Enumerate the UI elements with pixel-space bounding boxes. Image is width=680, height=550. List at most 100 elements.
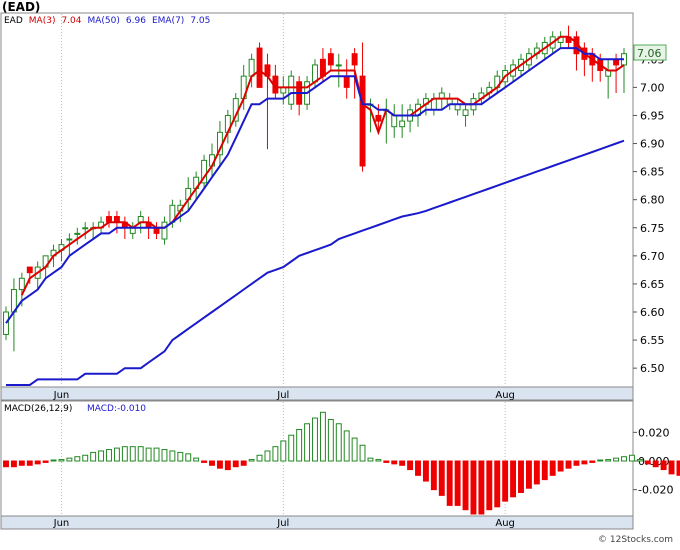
chart-legend: EAD MA(3) 7.04 MA(50) 6.96 EMA(7) 7.05 bbox=[4, 16, 210, 26]
macd-bar bbox=[137, 446, 144, 462]
y-tick-label: 6.60 bbox=[640, 306, 665, 319]
macd-bar bbox=[605, 459, 612, 462]
macd-bar bbox=[288, 434, 295, 462]
y-tick-label: 6.65 bbox=[640, 278, 665, 291]
macd-y-tick-label: -0.020 bbox=[638, 484, 673, 497]
macd-y-tick-label: 0.020 bbox=[638, 426, 670, 439]
series-line bbox=[20, 35, 625, 296]
y-tick-label: 6.75 bbox=[640, 222, 665, 235]
candle-body bbox=[82, 227, 89, 230]
macd-bar bbox=[98, 450, 105, 462]
candle-body bbox=[161, 221, 168, 240]
macd-bar bbox=[399, 460, 406, 466]
macd-bar bbox=[216, 460, 223, 469]
y-tick-label: 6.70 bbox=[640, 250, 665, 263]
macd-bar bbox=[145, 447, 152, 462]
macd-bar bbox=[232, 460, 239, 468]
macd-bar bbox=[18, 460, 25, 466]
x-tick-label: Aug bbox=[495, 390, 515, 401]
macd-bar bbox=[34, 460, 41, 465]
candle-body bbox=[256, 47, 263, 88]
candle-body bbox=[74, 232, 81, 235]
macd-bar bbox=[525, 460, 532, 489]
candle-body bbox=[391, 114, 398, 128]
candle-body bbox=[18, 277, 25, 291]
macd-bar bbox=[557, 460, 564, 472]
macd-bar bbox=[668, 460, 675, 475]
series-line bbox=[6, 139, 625, 386]
macd-bar bbox=[478, 460, 485, 515]
macd-bar bbox=[494, 460, 501, 508]
macd-bar bbox=[454, 460, 461, 506]
macd-bar bbox=[621, 456, 627, 462]
y-tick-label: 6.90 bbox=[640, 138, 665, 151]
macd-bar bbox=[589, 460, 596, 463]
price-date-band bbox=[0, 386, 634, 401]
macd-bar bbox=[422, 460, 429, 482]
macd-bar bbox=[486, 460, 493, 511]
legend-item: 7.05 bbox=[190, 16, 210, 26]
macd-bar bbox=[185, 453, 192, 462]
macd-bar bbox=[3, 460, 9, 468]
legend-item: 6.96 bbox=[126, 16, 146, 26]
macd-bar bbox=[90, 451, 97, 462]
macd-value-label: MACD:-0.010 bbox=[87, 404, 146, 414]
macd-x-tick-label: Jul bbox=[276, 518, 289, 529]
current-price-label: 7.06 bbox=[637, 47, 662, 60]
x-tick-label: Jun bbox=[53, 390, 70, 401]
macd-bar bbox=[359, 444, 366, 462]
macd-bar bbox=[201, 460, 208, 463]
candle-body bbox=[26, 266, 33, 274]
legend-item: MA(3) bbox=[29, 16, 56, 26]
candle-body bbox=[319, 58, 326, 77]
macd-bar bbox=[660, 460, 667, 471]
macd-bar bbox=[573, 460, 580, 466]
macd-bar bbox=[415, 460, 421, 476]
macd-bar bbox=[462, 460, 469, 511]
y-tick-label: 6.95 bbox=[640, 109, 665, 122]
macd-bar bbox=[383, 460, 390, 463]
macd-bar bbox=[391, 460, 398, 465]
macd-bar bbox=[153, 447, 160, 462]
candle-body bbox=[248, 58, 255, 77]
watermark: © 12Stocks.com bbox=[598, 535, 673, 545]
macd-bar bbox=[613, 457, 620, 462]
macd-bar bbox=[335, 423, 342, 462]
macd-bar bbox=[10, 460, 17, 468]
legend-item: 7.04 bbox=[61, 16, 81, 26]
macd-bar bbox=[351, 437, 358, 462]
macd-bar bbox=[438, 460, 445, 496]
macd-bar bbox=[343, 430, 350, 462]
macd-bar bbox=[541, 460, 548, 481]
macd-bar bbox=[470, 460, 477, 515]
macd-bar bbox=[312, 417, 318, 462]
macd-bar bbox=[430, 460, 437, 491]
macd-bar bbox=[628, 454, 635, 462]
macd-bar bbox=[549, 460, 556, 476]
current-price-badge bbox=[633, 44, 667, 61]
macd-bar bbox=[502, 460, 509, 502]
macd-bar bbox=[319, 411, 326, 462]
candle-body bbox=[343, 75, 350, 88]
macd-date-band bbox=[0, 515, 634, 530]
macd-bar bbox=[676, 460, 680, 476]
macd-bar bbox=[597, 459, 604, 462]
candle-body bbox=[327, 53, 334, 66]
macd-title: MACD(26,12,9) bbox=[4, 404, 72, 414]
macd-bar bbox=[224, 460, 231, 471]
y-tick-label: 6.80 bbox=[640, 194, 665, 207]
macd-bar bbox=[407, 460, 414, 471]
candle-body bbox=[375, 114, 382, 122]
macd-x-tick-label: Jun bbox=[53, 518, 70, 529]
macd-bar bbox=[327, 418, 334, 462]
series-line bbox=[5, 47, 624, 324]
y-tick-label: 6.55 bbox=[640, 334, 665, 347]
macd-bar bbox=[50, 459, 57, 462]
y-tick-label: 6.85 bbox=[640, 166, 665, 179]
legend-item: MA(50) bbox=[88, 16, 120, 26]
candle-body bbox=[335, 64, 342, 67]
macd-bar bbox=[533, 460, 540, 485]
macd-bar bbox=[26, 460, 33, 466]
macd-bar bbox=[209, 460, 215, 466]
macd-bar bbox=[248, 459, 255, 462]
